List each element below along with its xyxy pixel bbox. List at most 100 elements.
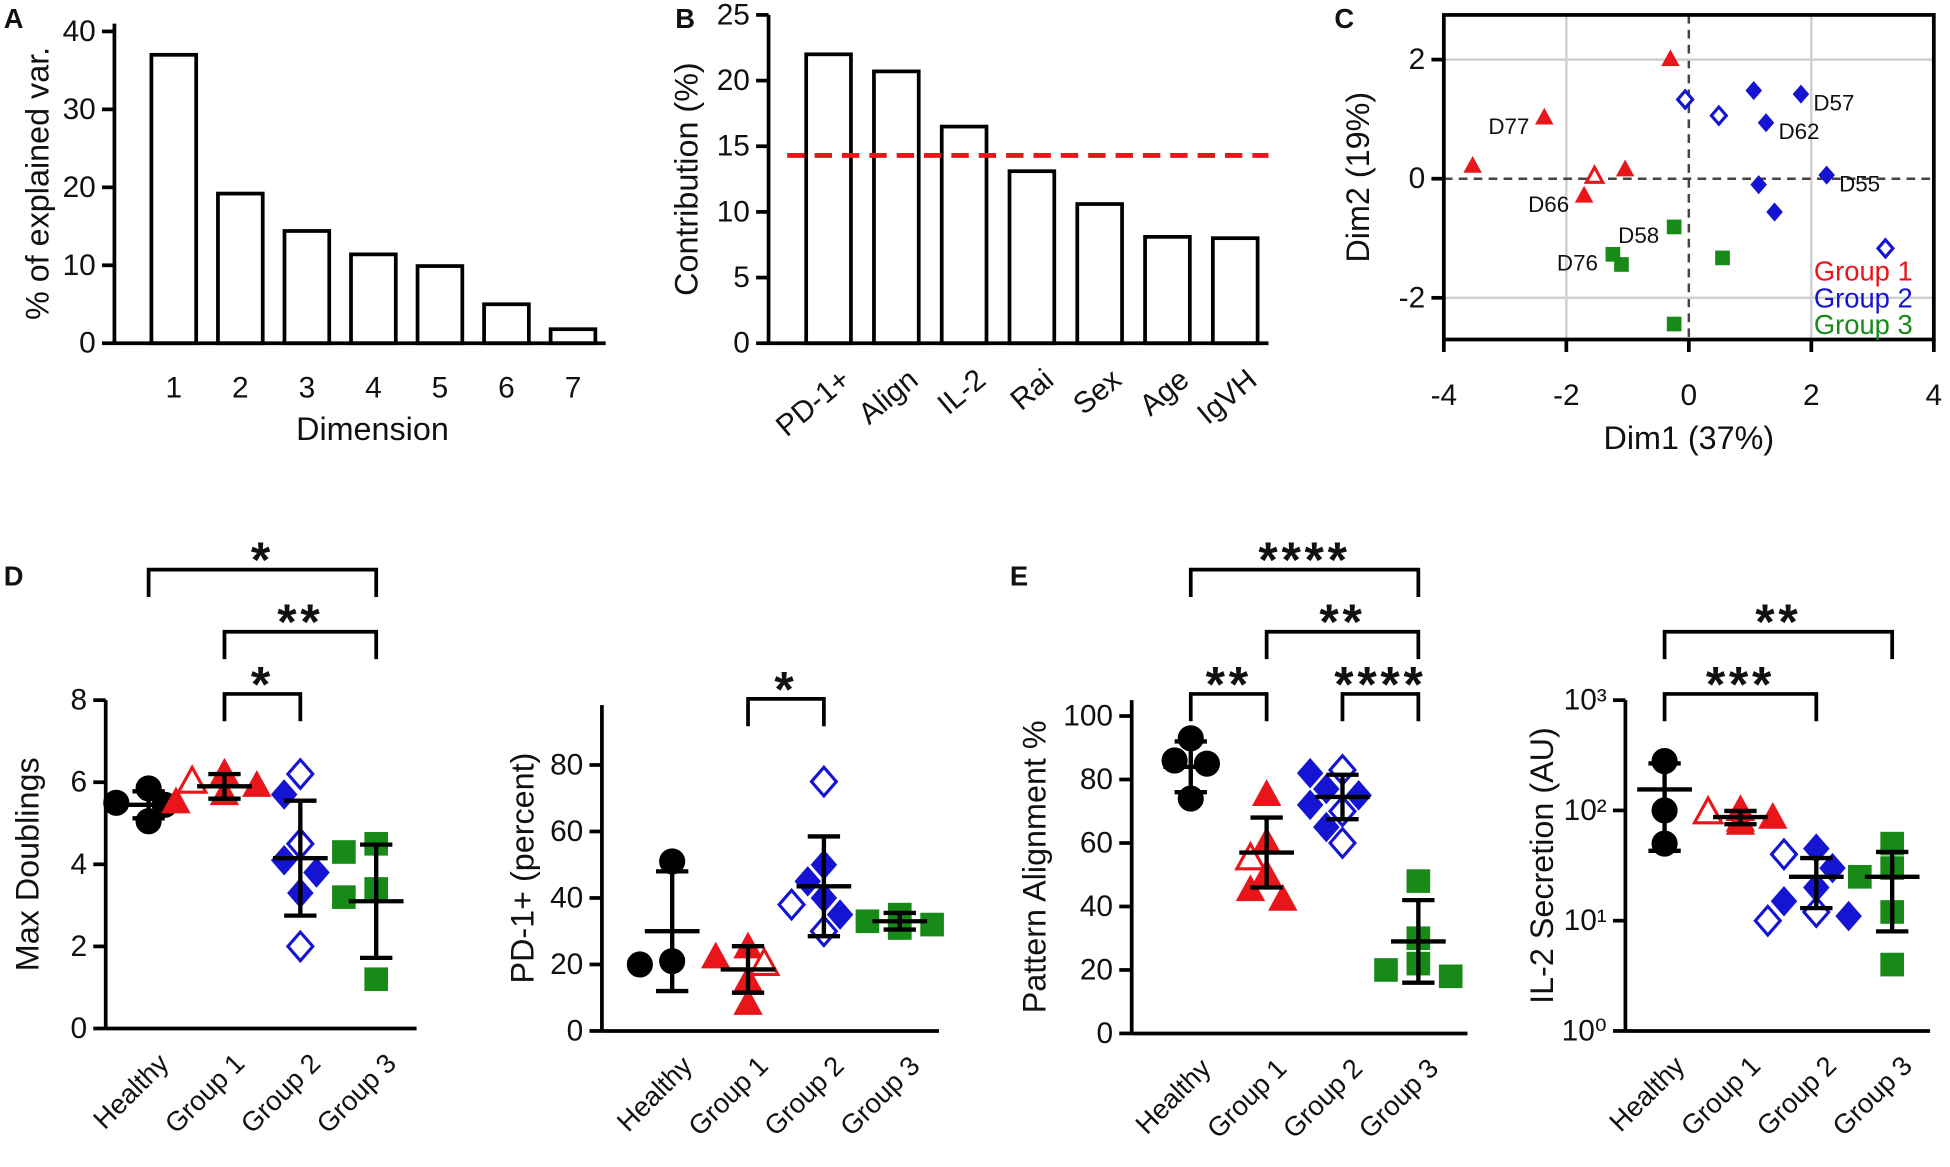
y-axis-label: Dim2 (19%) [1340, 92, 1376, 263]
y-tick-label: -2 [1399, 281, 1426, 314]
point [1268, 883, 1298, 911]
point-label: D57 [1813, 90, 1854, 115]
point [1251, 779, 1282, 806]
x-tick-label: 6 [498, 372, 515, 405]
bar [1075, 202, 1124, 346]
point [285, 757, 315, 791]
point [332, 840, 356, 864]
y-tick-label: 5 [733, 261, 750, 294]
x-tick-label: -2 [1553, 379, 1580, 412]
y-tick-label: 2 [70, 930, 87, 963]
significance-label: * [251, 656, 274, 712]
point [364, 967, 389, 992]
x-tick-label: Group 2 [1277, 1052, 1369, 1144]
x-tick-label: Group 1 [1201, 1052, 1293, 1144]
y-tick-label: 4 [70, 848, 87, 881]
significance-bracket [1662, 692, 1819, 722]
y-tick-label: 8 [70, 684, 87, 717]
x-tick-label: IgVH [1191, 363, 1263, 431]
point [1374, 958, 1398, 982]
significance-label: ** [1319, 594, 1365, 650]
bar [939, 124, 989, 346]
y-tick-label: 2 [1409, 43, 1426, 76]
y-tick-label: 100 [1063, 700, 1113, 733]
bar [1007, 169, 1057, 346]
x-tick-label: Group 1 [159, 1047, 251, 1139]
x-tick-label: 0 [1681, 379, 1698, 412]
point [1757, 113, 1775, 133]
point [1463, 155, 1482, 173]
point [1880, 952, 1904, 977]
significance-label: **** [1334, 656, 1426, 712]
point [826, 899, 854, 930]
x-tick-label: 5 [432, 372, 449, 405]
y-tick-label: 10² [1564, 794, 1607, 827]
x-tick-label: Sex [1067, 363, 1128, 421]
point [285, 929, 315, 964]
significance-bracket [746, 697, 826, 727]
point [1161, 747, 1188, 774]
point [303, 857, 330, 888]
x-tick-label: Rai [1004, 363, 1060, 417]
bar [149, 52, 199, 346]
y-tick-label: 60 [1080, 826, 1113, 859]
x-axis-label: Dim1 (37%) [1604, 420, 1775, 456]
point [1234, 840, 1267, 871]
point [1614, 257, 1629, 272]
point [920, 912, 944, 937]
significance-label: *** [1706, 656, 1775, 712]
point [1715, 250, 1730, 266]
legend-label: Group 3 [1814, 309, 1913, 340]
point [1745, 81, 1763, 101]
significance-bracket [1264, 629, 1421, 660]
point [1583, 164, 1606, 184]
point-label: D55 [1839, 171, 1880, 196]
significance-bracket [1340, 692, 1421, 722]
y-tick-label: 6 [70, 766, 87, 799]
point-label: D76 [1557, 251, 1598, 276]
y-axis-label: % of explained var. [19, 47, 55, 320]
panel-letter: A [4, 3, 24, 34]
point [1875, 237, 1895, 260]
significance-label: **** [1258, 532, 1350, 588]
bar [282, 229, 332, 346]
bar [1210, 236, 1260, 346]
point [1666, 219, 1682, 235]
point [1818, 165, 1835, 185]
x-tick-label: 4 [365, 372, 382, 405]
bar [349, 252, 398, 346]
point [777, 887, 807, 922]
bar [804, 52, 853, 346]
bar [1143, 234, 1192, 346]
x-tick-label: Align [852, 363, 924, 431]
significance-label: ** [1755, 594, 1801, 650]
significance-bracket [146, 567, 379, 597]
point [1770, 886, 1798, 917]
y-tick-label: 0 [79, 327, 96, 360]
panel-letter: C [1334, 3, 1354, 34]
y-axis-label: IL-2 Secretion (AU) [1524, 727, 1560, 1004]
x-tick-label: 4 [1926, 379, 1943, 412]
y-axis-label: Max Doublings [9, 757, 45, 971]
legend-label: Group 2 [1814, 282, 1913, 313]
point [1406, 869, 1431, 893]
x-tick-label: 3 [299, 372, 316, 405]
bar [548, 327, 598, 346]
y-tick-label: 60 [550, 815, 583, 848]
point [1193, 750, 1220, 777]
y-tick-label: 10⁰ [1562, 1014, 1607, 1047]
y-tick-label: 10 [717, 195, 750, 228]
bar [415, 264, 465, 346]
significance-bracket [1188, 692, 1269, 722]
plot-frame [1441, 13, 1936, 342]
y-tick-label: 10¹ [1564, 904, 1607, 937]
point [1792, 84, 1810, 104]
significance-label: * [774, 661, 797, 717]
point [1753, 904, 1783, 938]
point [270, 779, 298, 810]
significance-bracket [1662, 629, 1895, 660]
x-tick-label: 2 [1803, 379, 1820, 412]
